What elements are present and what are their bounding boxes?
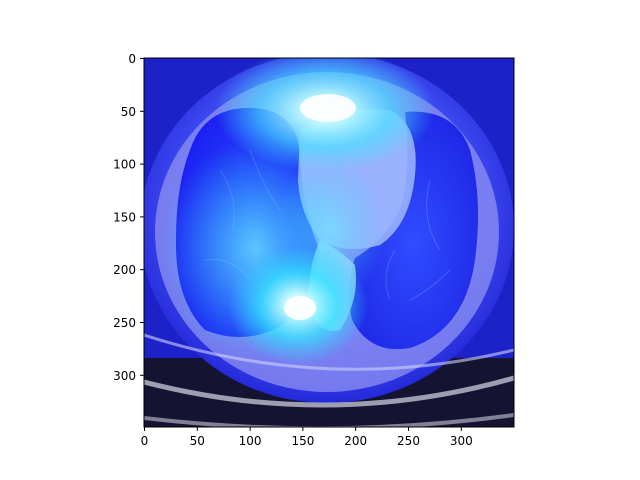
y-tick-label: 100	[113, 158, 136, 172]
x-tick-label: 300	[450, 434, 473, 448]
y-tick-label: 150	[113, 210, 136, 224]
x-tick-label: 100	[239, 434, 262, 448]
axes-frame	[143, 57, 515, 428]
x-tick-label: 150	[291, 434, 314, 448]
y-axis: 0 50 100 150 200 250 300	[113, 52, 144, 383]
x-tick-label: 0	[141, 434, 149, 448]
hotspot-upper	[300, 94, 356, 122]
x-tick-label: 50	[190, 434, 205, 448]
x-axis: 0 50 100 150 200 250 300	[141, 427, 473, 448]
y-tick-label: 200	[113, 263, 136, 277]
y-tick-label: 300	[113, 369, 136, 383]
ct-heatmap-image	[144, 58, 514, 427]
x-tick-label: 250	[397, 434, 420, 448]
x-tick-label: 200	[344, 434, 367, 448]
y-tick-label: 250	[113, 316, 136, 330]
y-tick-label: 50	[121, 105, 136, 119]
y-tick-label: 0	[128, 52, 136, 66]
hotspot-lower	[284, 296, 316, 320]
